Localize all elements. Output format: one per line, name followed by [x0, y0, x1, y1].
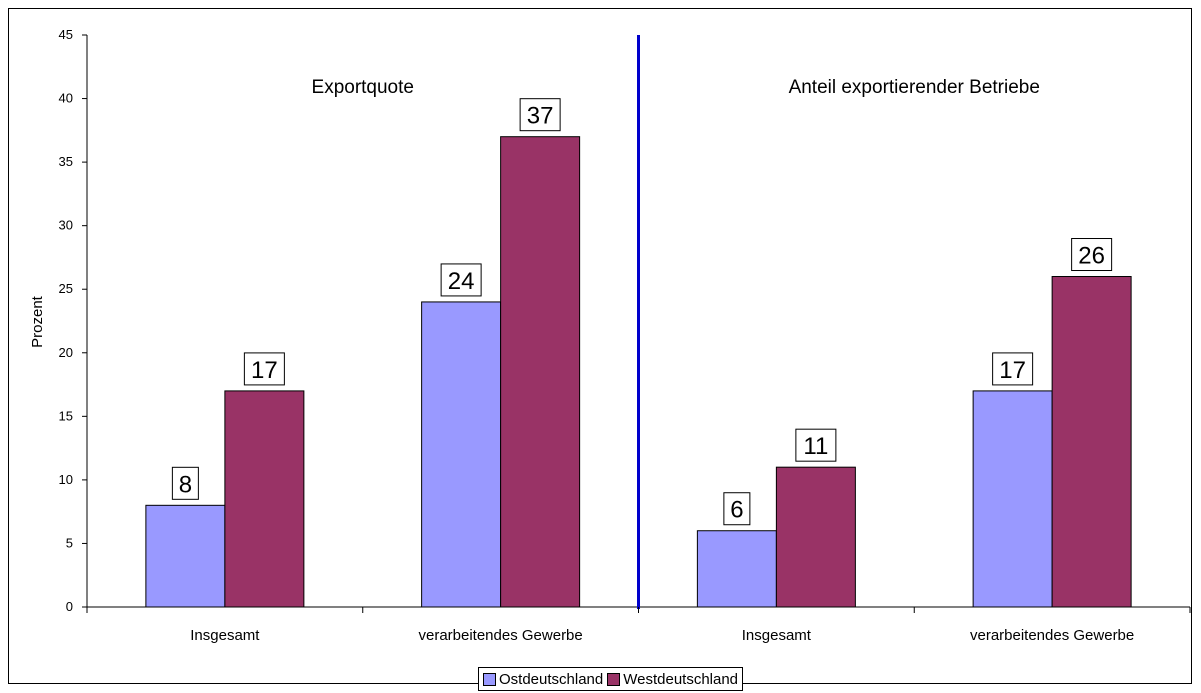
legend: Ostdeutschland Westdeutschland [478, 667, 744, 691]
legend-label-ostdeutschland: Ostdeutschland [499, 670, 604, 688]
data-label-box [795, 428, 837, 462]
y-tick-label: 25 [59, 281, 73, 296]
data-label-box [171, 466, 199, 500]
data-label: 24 [448, 268, 475, 295]
x-category-label: verarbeitendes Gewerbe [418, 627, 582, 644]
x-category-label: verarbeitendes Gewerbe [970, 627, 1134, 644]
bar-ostdeutschland [421, 301, 502, 608]
data-label-box [519, 98, 561, 132]
bar-ostdeutschland [696, 530, 777, 608]
data-label-box [992, 352, 1034, 386]
legend-item-ostdeutschland: Ostdeutschland [483, 671, 603, 688]
data-label: 11 [803, 433, 828, 460]
legend-label-westdeutschland: Westdeutschland [623, 670, 739, 688]
bar-westdeutschland [1051, 276, 1132, 608]
section-title-anteil: Anteil exportierender Betriebe [789, 77, 1040, 98]
y-tick-label: 0 [66, 599, 73, 614]
x-category-label: Insgesamt [190, 627, 260, 644]
y-tick-label: 30 [59, 218, 73, 233]
y-tick-label: 20 [59, 345, 73, 360]
x-axis-categories: Insgesamt verarbeitendes Gewerbe Insgesamt… [86, 607, 1191, 644]
bar-ostdeutschland [972, 390, 1053, 608]
y-tick-label: 35 [59, 154, 73, 169]
data-label-box [243, 352, 285, 386]
data-labels-layer: 8 24 6 17 17 37 11 26 [171, 98, 1113, 526]
bar-ostdeutschland [145, 504, 226, 608]
legend-swatch-westdeutschland [607, 672, 621, 686]
data-label: 17 [251, 357, 278, 384]
data-label: 6 [730, 497, 743, 524]
legend-swatch-ostdeutschland [483, 672, 496, 686]
bar-westdeutschland [224, 390, 305, 608]
y-tick-label: 15 [59, 408, 73, 423]
data-label: 26 [1078, 243, 1105, 270]
y-axis-ticks: 0 5 10 15 20 25 30 35 40 45 [59, 27, 87, 614]
data-label: 8 [179, 471, 192, 498]
y-tick-label: 10 [59, 472, 73, 487]
data-label: 17 [999, 357, 1026, 384]
y-tick-label: 5 [66, 535, 73, 550]
bar-westdeutschland [775, 466, 856, 608]
y-tick-label: 40 [59, 91, 73, 106]
data-label: 37 [527, 103, 554, 130]
section-title-exportquote: Exportquote [312, 77, 414, 98]
legend-item-westdeutschland: Westdeutschland [607, 671, 738, 688]
data-label-box [440, 263, 482, 297]
bar-westdeutschland [500, 136, 581, 608]
data-label-box [1071, 238, 1113, 272]
data-label-box [723, 492, 751, 526]
y-tick-label: 45 [59, 27, 73, 42]
x-category-label: Insgesamt [742, 627, 812, 644]
y-axis-label: Prozent [29, 295, 46, 348]
